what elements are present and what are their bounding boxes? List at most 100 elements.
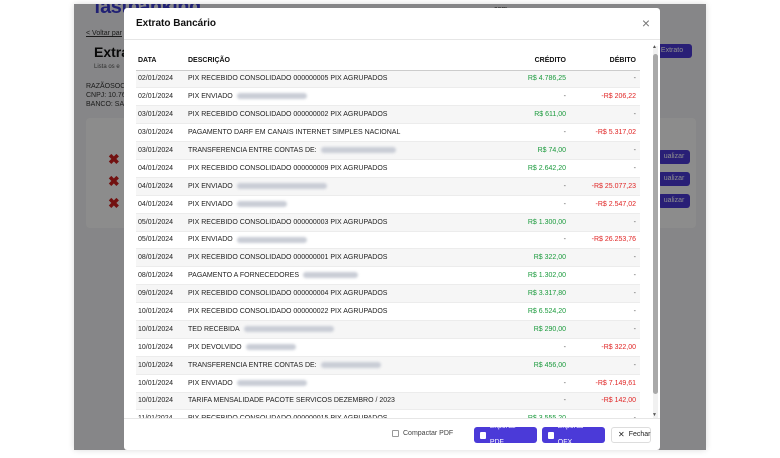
column-header-date: DATA [136,52,188,71]
row-date: 09/01/2024 [136,284,188,304]
row-description: PIX ENVIADO [188,177,496,196]
row-date: 02/01/2024 [136,87,188,107]
table-row: 08/01/2024 PAGAMENTO A FORNECEDORES R$ 1.3… [136,266,640,286]
row-date: 04/01/2024 [136,177,188,196]
row-credit-text: - [563,343,566,351]
row-debit: - [568,302,640,321]
row-credit: - [496,177,568,196]
row-debit: - [568,141,640,160]
row-date-text: 09/01/2024 [138,290,174,298]
row-description: PAGAMENTO DARF EM CANAIS INTERNET SIMPLE… [188,123,496,143]
row-date: 03/01/2024 [136,105,188,125]
row-debit-text: - [634,415,636,418]
row-description-text: TRANSFERENCIA ENTRE CONTAS DE: [188,361,317,369]
table-row: 11/01/2024 PIX RECEBIDO CONSOLIDADO 00000… [136,409,640,418]
row-description: PAGAMENTO A FORNECEDORES [188,266,496,286]
table-row: 05/01/2024 PIX ENVIADO - -R$ 26.253,76 [136,231,640,250]
row-date-text: 04/01/2024 [138,164,174,172]
row-date-text: 05/01/2024 [138,218,174,226]
column-header-description: DESCRIÇÃO [188,52,496,71]
compact-pdf-option[interactable]: Compactar PDF [392,430,453,437]
close-icon[interactable]: × [641,15,650,31]
row-date-text: 04/01/2024 [138,182,174,190]
scrollbar-thumb[interactable] [653,54,658,394]
row-description-text: PIX ENVIADO [188,93,233,101]
row-description-text: PIX RECEBIDO CONSOLIDADO 000000004 PIX A… [188,290,388,298]
row-credit: R$ 290,00 [496,320,568,339]
row-debit: - [568,284,640,304]
row-description: PIX ENVIADO [188,231,496,250]
row-date-text: 10/01/2024 [138,379,174,387]
row-credit-text: - [563,397,566,405]
scrollbar[interactable] [653,46,658,418]
row-date-text: 04/01/2024 [138,200,174,208]
row-credit: - [496,123,568,143]
row-description: PIX DEVOLVIDO [188,338,496,357]
table-row: 08/01/2024 PIX RECEBIDO CONSOLIDADO 00000… [136,248,640,268]
table-header-row: DATA DESCRIÇÃO CRÉDITO DÉBITO [136,52,640,71]
row-description: TED RECEBIDA [188,320,496,339]
scroll-up-icon[interactable]: ▲ [652,44,657,50]
row-debit-text: - [633,218,636,226]
row-credit-text: R$ 456,00 [533,361,566,369]
row-debit: - [568,320,640,339]
table-row: 10/01/2024 TARIFA MENSALIDADE PACOTE SERV… [136,392,640,411]
export-pdf-button[interactable]: Exportar PDF [474,423,537,446]
atualizar-button[interactable]: ualizar [658,150,690,164]
statement-table-container[interactable]: DATA DESCRIÇÃO CRÉDITO DÉBITO 02/01/2024… [136,52,640,418]
atualizar-button[interactable]: ualizar [658,194,690,208]
extrato-button[interactable]: Extrato [652,44,692,58]
row-description-text: PIX ENVIADO [188,379,233,387]
row-description-text: PAGAMENTO A FORNECEDORES [188,272,299,280]
row-description: PIX ENVIADO [188,195,496,214]
export-ofx-button[interactable]: Exportar OFX [542,423,605,446]
row-date: 03/01/2024 [136,123,188,143]
row-debit-text: - [633,325,636,333]
row-date: 05/01/2024 [136,213,188,232]
row-debit-text: - [633,147,636,154]
close-button[interactable]: ✕ Fechar [611,427,651,443]
row-credit-text: R$ 2.642,20 [527,164,566,172]
table-row: 02/01/2024 PIX RECEBIDO CONSOLIDADO 00000… [136,70,640,89]
row-debit-text: -R$ 7.149,61 [595,379,636,387]
row-description: TARIFA MENSALIDADE PACOTE SERVICOS DEZEM… [188,392,496,411]
row-debit: -R$ 26.253,76 [568,231,640,250]
row-credit: - [496,195,568,214]
row-credit-text: - [563,182,566,190]
row-debit-text: -R$ 2.547,02 [595,200,636,208]
row-debit: -R$ 25.077,23 [568,177,640,196]
table-row: 05/01/2024 PIX RECEBIDO CONSOLIDADO 00000… [136,213,640,232]
row-debit-text: -R$ 322,00 [601,343,636,351]
redacted-text [236,182,327,189]
row-debit: -R$ 142,00 [568,392,640,411]
row-description: PIX RECEBIDO CONSOLIDADO 000000015 PIX A… [188,409,496,418]
atualizar-button[interactable]: ualizar [658,172,690,186]
redacted-text [236,379,307,386]
back-link[interactable]: < Voltar par [86,30,122,37]
scroll-down-icon[interactable]: ▼ [652,412,657,418]
row-date-text: 10/01/2024 [138,361,174,369]
row-date: 10/01/2024 [136,356,188,375]
row-description: PIX RECEBIDO CONSOLIDADO 000000022 PIX A… [188,302,496,321]
row-credit-text: R$ 1.300,00 [527,218,566,226]
row-debit: - [568,70,640,89]
row-debit-text: - [633,361,636,369]
row-description: PIX ENVIADO [188,87,496,107]
row-date-text: 10/01/2024 [138,343,174,351]
row-description-text: PIX RECEBIDO CONSOLIDADO 000000003 PIX A… [188,218,388,226]
row-date-text: 10/01/2024 [138,325,174,333]
compact-pdf-checkbox[interactable] [392,430,399,437]
table-row: 10/01/2024 PIX DEVOLVIDO - -R$ 322,00 [136,338,640,357]
table-row: 03/01/2024 PIX RECEBIDO CONSOLIDADO 00000… [136,105,640,125]
row-credit-text: R$ 3.317,80 [527,290,566,298]
row-description-text: TRANSFERENCIA ENTRE CONTAS DE: [188,147,317,154]
row-credit-text: R$ 1.302,00 [527,272,566,280]
redacted-text [243,326,334,333]
row-description: PIX RECEBIDO CONSOLIDADO 000000001 PIX A… [188,248,496,268]
row-date: 10/01/2024 [136,374,188,393]
table-row: 10/01/2024 PIX RECEBIDO CONSOLIDADO 00000… [136,302,640,321]
table-row: 04/01/2024 PIX ENVIADO - -R$ 2.547,02 [136,195,640,214]
bank-logo-icon: ✖ [108,151,120,167]
row-debit: - [568,248,640,268]
row-date-text: 11/01/2024 [138,415,173,418]
